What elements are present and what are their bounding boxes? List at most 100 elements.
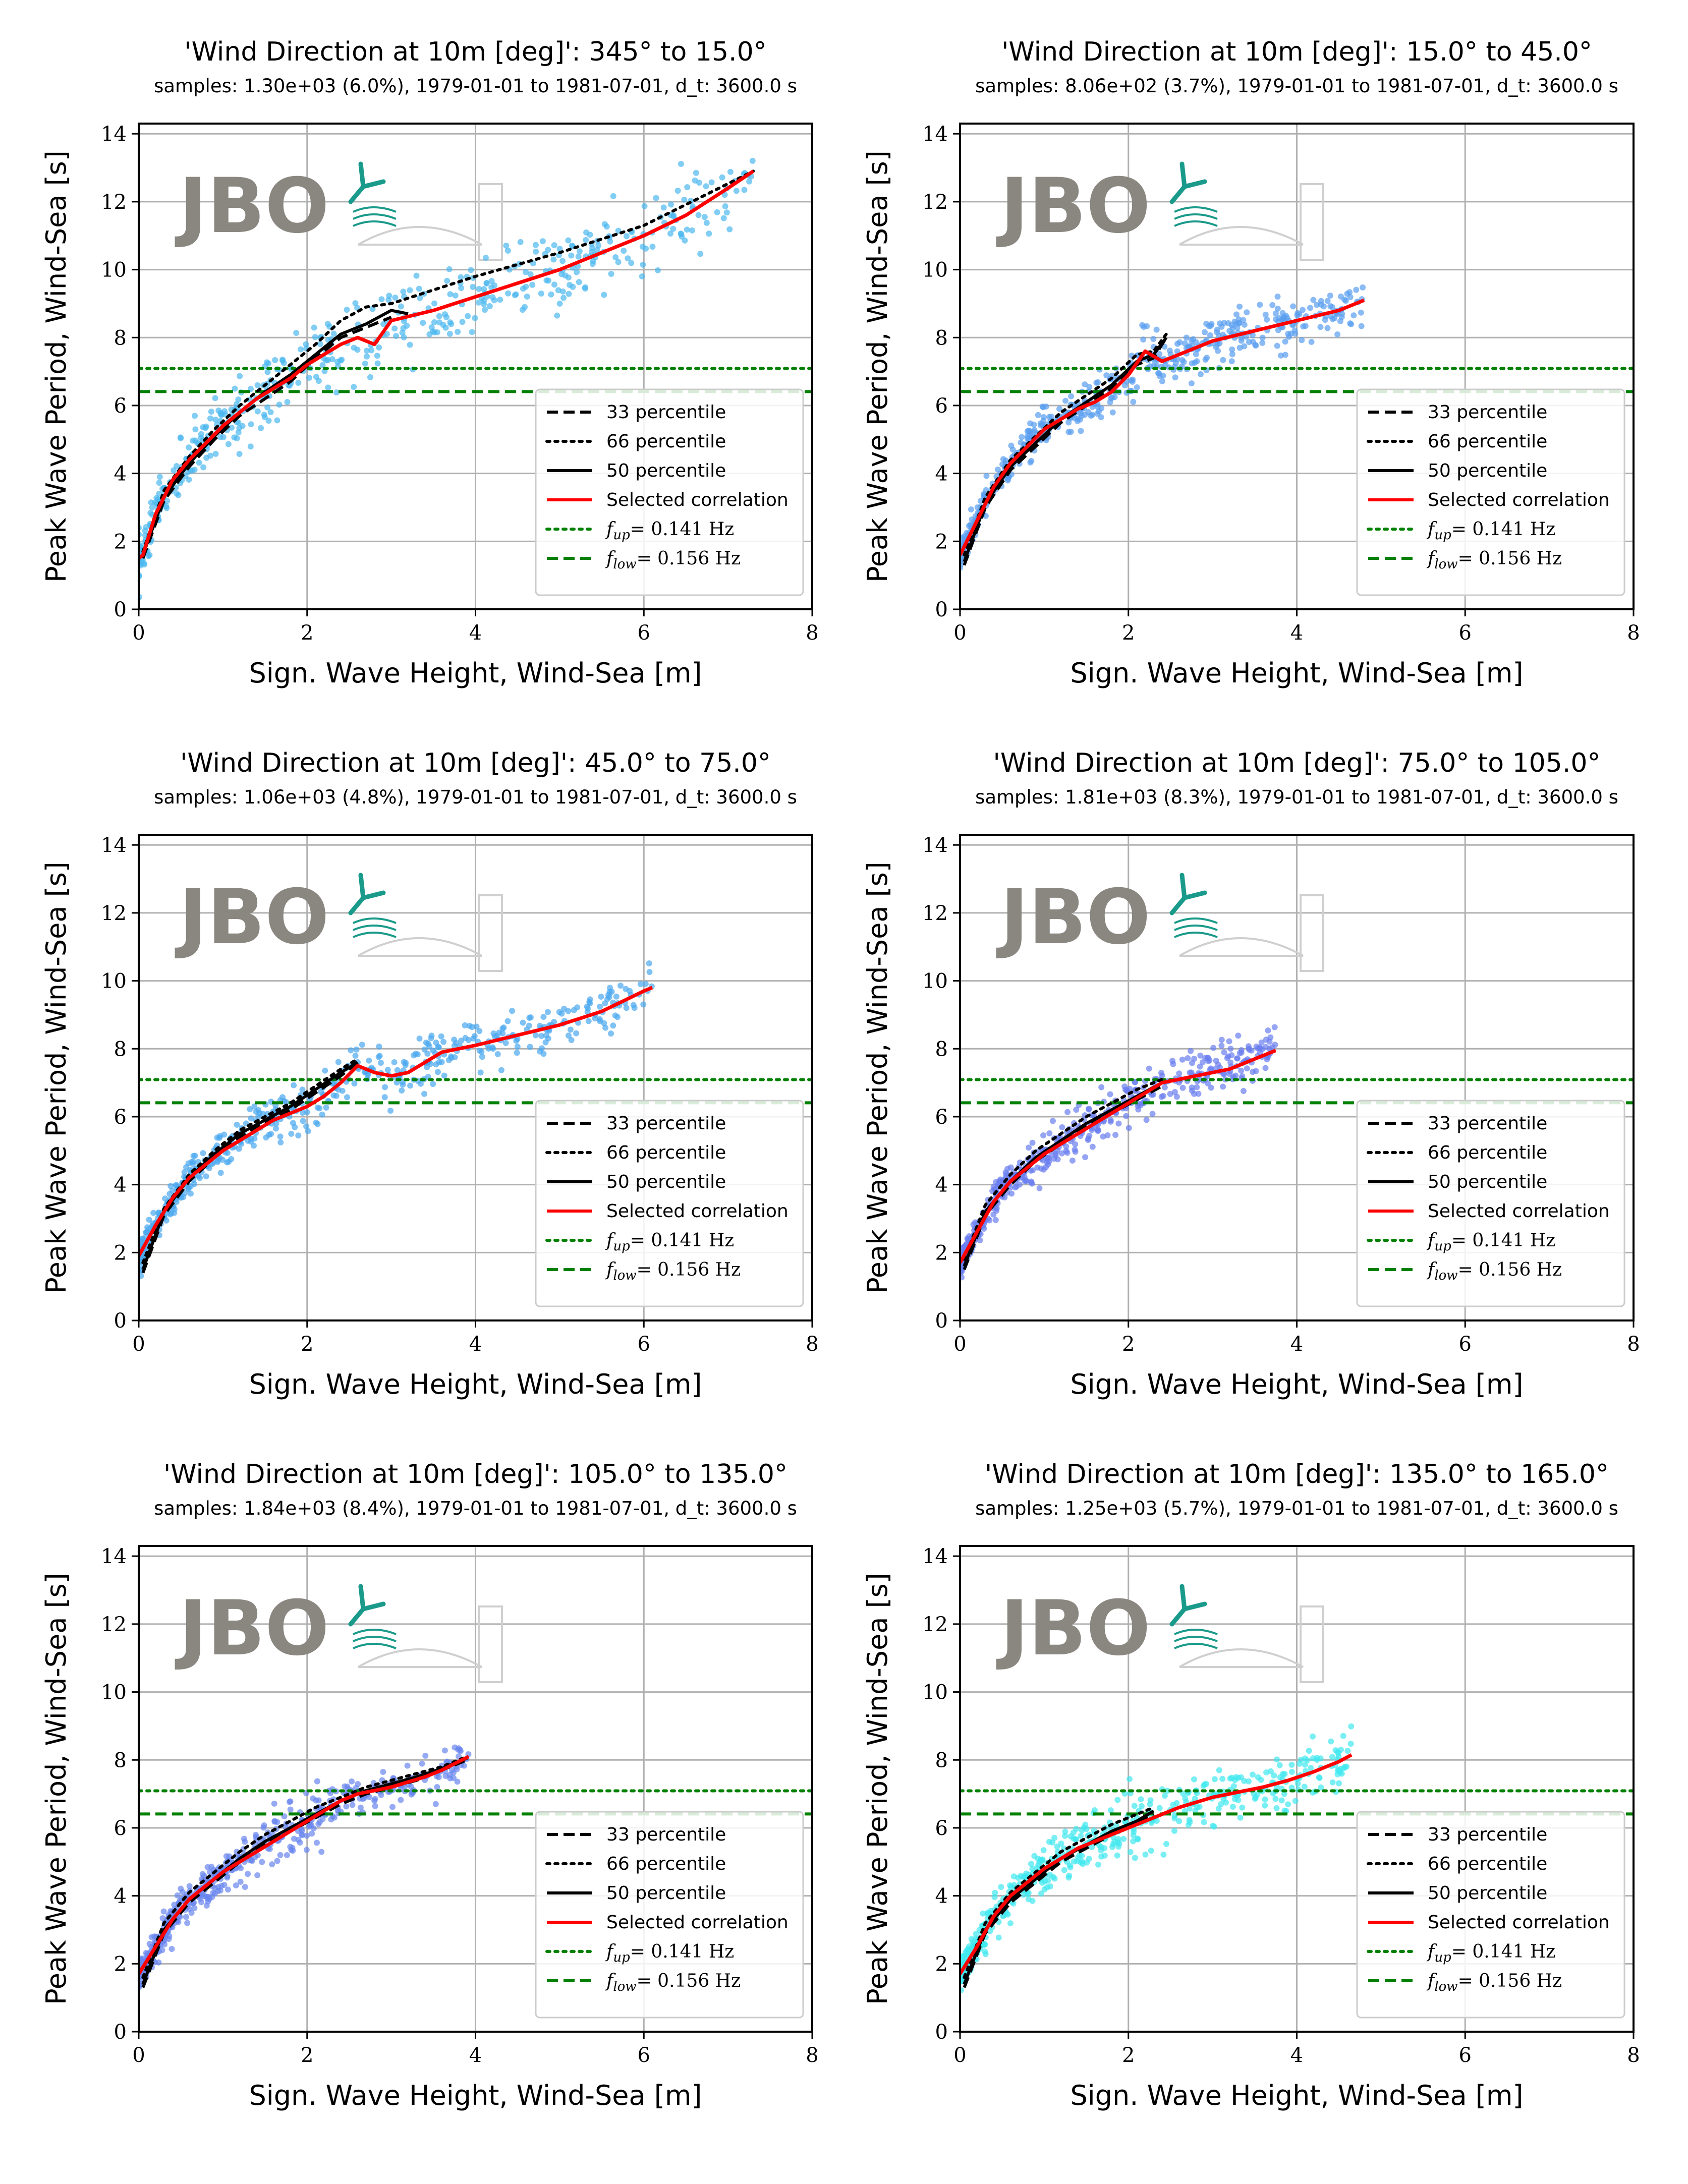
scatter-point: [349, 1802, 356, 1808]
scatter-point: [261, 414, 268, 420]
chart-panel-4: 'Wind Direction at 10m [deg]': 75.0° to …: [862, 748, 1640, 1400]
scatter-point: [585, 1005, 591, 1012]
scatter-point: [273, 1120, 279, 1127]
scatter-point: [258, 425, 264, 431]
scatter-point: [1028, 457, 1035, 464]
scatter-point: [293, 330, 300, 336]
scatter-point: [1238, 337, 1245, 344]
scatter-point: [615, 259, 622, 265]
scatter-point: [225, 441, 232, 447]
scatter-point: [559, 288, 566, 295]
scatter-point: [1078, 428, 1084, 434]
scatter-point: [1228, 358, 1235, 365]
y-tick-label: 4: [114, 463, 127, 486]
chart-subtitle: samples: 1.84e+03 (8.4%), 1979-01-01 to …: [154, 1498, 797, 1519]
scatter-point: [1029, 1180, 1035, 1187]
scatter-point: [181, 1169, 188, 1175]
scatter-point: [236, 1145, 242, 1152]
scatter-point: [166, 1933, 173, 1939]
scatter-point: [391, 325, 398, 332]
scatter-point: [1274, 342, 1280, 349]
scatter-point: [587, 996, 593, 1003]
scatter-point: [678, 160, 684, 167]
scatter-point: [1238, 1067, 1245, 1074]
scatter-point: [362, 360, 368, 367]
scatter-point: [1171, 1812, 1178, 1819]
scatter-point: [377, 1060, 384, 1066]
scatter-point: [653, 195, 659, 201]
scatter-point: [1061, 1832, 1068, 1839]
x-tick-label: 8: [1627, 2044, 1640, 2067]
wave-icon: [353, 206, 397, 213]
x-tick-label: 4: [1290, 1333, 1303, 1356]
legend-label: 66 percentile: [606, 1854, 726, 1874]
scatter-point: [430, 1047, 436, 1054]
scatter-point: [267, 409, 274, 416]
scatter-point: [1208, 322, 1214, 329]
scatter-point: [1235, 1797, 1242, 1803]
y-tick-label: 2: [114, 530, 127, 553]
scatter-point: [1073, 1836, 1079, 1843]
scatter-point: [310, 1825, 317, 1831]
scatter-point: [1201, 1819, 1207, 1825]
scatter-point: [175, 492, 182, 498]
scatter-point: [1064, 1150, 1071, 1156]
scatter-point: [1065, 1874, 1072, 1881]
scatter-point: [1273, 316, 1279, 322]
y-tick-label: 6: [935, 394, 948, 418]
turbine-icon: [348, 161, 386, 204]
scatter-point: [1340, 1733, 1346, 1739]
series-line-33-percentile: [963, 336, 1168, 566]
scatter-point: [630, 1002, 637, 1008]
scatter-point: [371, 1798, 378, 1804]
scatter-point: [398, 303, 404, 310]
scatter-point: [982, 1951, 989, 1958]
scatter-point: [1147, 1797, 1154, 1804]
scatter-point: [475, 299, 482, 306]
y-axis: 0 2 4 6 8 10 12 14: [101, 123, 139, 621]
chart-title: 'Wind Direction at 10m [deg]': 135.0° to…: [985, 1459, 1609, 1489]
scatter-point: [595, 242, 602, 249]
chart-panel-6: 'Wind Direction at 10m [deg]': 135.0° to…: [862, 1459, 1640, 2111]
scatter-point: [1180, 1791, 1187, 1797]
scatter-point: [168, 1945, 175, 1952]
scatter-point: [141, 560, 147, 567]
scatter-point: [1095, 1861, 1102, 1868]
scatter-point: [1077, 410, 1084, 417]
scatter-point: [1215, 348, 1221, 354]
scatter-point: [524, 294, 530, 300]
scatter-point: [1262, 311, 1269, 318]
scatter-point: [1236, 344, 1243, 351]
scatter-point: [1043, 1155, 1050, 1161]
scatter-point: [1031, 421, 1037, 428]
scatter-point: [162, 1195, 168, 1202]
scatter-point: [271, 1800, 277, 1807]
scatter-point: [428, 324, 435, 330]
y-tick-label: 0: [935, 1309, 948, 1333]
scatter-point: [960, 1266, 965, 1273]
y-tick-label: 2: [935, 1952, 948, 1976]
scatter-point: [749, 157, 756, 164]
scatter-point: [216, 1134, 222, 1141]
scatter-point: [1308, 338, 1315, 345]
scatter-point: [1281, 1791, 1287, 1797]
scatter-point: [1211, 1776, 1218, 1783]
scatter-point: [465, 1037, 472, 1043]
scatter-point: [601, 292, 607, 298]
scatter-point: [1269, 302, 1276, 308]
legend: 33 percentile 66 percentile 50 percentile S…: [535, 388, 804, 596]
scatter-point: [1306, 1748, 1312, 1754]
wave-icon: [1174, 917, 1218, 924]
scatter-point: [1183, 334, 1190, 341]
scatter-point: [603, 223, 610, 230]
series-line-50-percentile: [963, 336, 1168, 562]
scatter-point: [203, 1173, 209, 1180]
scatter-point: [719, 174, 725, 181]
scatter-point: [1262, 1796, 1268, 1803]
scatter-point: [689, 227, 695, 234]
scatter-point: [1225, 320, 1231, 326]
scatter-point: [538, 1032, 545, 1039]
scatter-point: [237, 373, 243, 379]
legend: 33 percentile 66 percentile 50 percentile S…: [535, 1811, 804, 2019]
y-tick-label: 0: [935, 598, 948, 621]
